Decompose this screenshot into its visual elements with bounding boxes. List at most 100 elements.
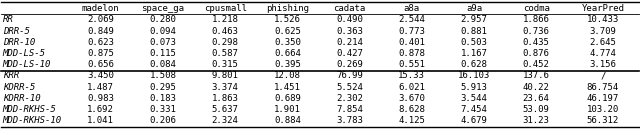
Text: 2.302: 2.302 xyxy=(336,94,363,103)
Text: 5.637: 5.637 xyxy=(212,105,239,114)
Text: /: / xyxy=(600,71,605,80)
Text: 137.6: 137.6 xyxy=(523,71,550,80)
Text: 53.09: 53.09 xyxy=(523,105,550,114)
Text: 1.508: 1.508 xyxy=(150,71,177,80)
Text: 0.269: 0.269 xyxy=(336,60,363,69)
Text: 2.324: 2.324 xyxy=(212,116,239,125)
Text: 1.487: 1.487 xyxy=(87,83,114,92)
Text: 31.23: 31.23 xyxy=(523,116,550,125)
Text: 8.628: 8.628 xyxy=(398,105,425,114)
Text: 0.331: 0.331 xyxy=(150,105,177,114)
Text: 3.450: 3.450 xyxy=(87,71,114,80)
Text: KRR: KRR xyxy=(3,71,19,80)
Text: space_ga: space_ga xyxy=(141,4,184,13)
Text: 23.64: 23.64 xyxy=(523,94,550,103)
Text: 9.801: 9.801 xyxy=(212,71,239,80)
Text: 0.736: 0.736 xyxy=(523,27,550,36)
Text: 12.08: 12.08 xyxy=(274,71,301,80)
Text: 0.878: 0.878 xyxy=(398,49,425,58)
Text: 1.866: 1.866 xyxy=(523,15,550,24)
Text: 0.073: 0.073 xyxy=(150,38,177,47)
Text: 0.849: 0.849 xyxy=(87,27,114,36)
Text: 0.435: 0.435 xyxy=(523,38,550,47)
Text: 0.983: 0.983 xyxy=(87,94,114,103)
Text: 3.544: 3.544 xyxy=(461,94,488,103)
Text: MDD-LS-10: MDD-LS-10 xyxy=(3,60,51,69)
Text: 0.427: 0.427 xyxy=(336,49,363,58)
Text: a9a: a9a xyxy=(466,4,482,13)
Text: 0.350: 0.350 xyxy=(274,38,301,47)
Text: a8a: a8a xyxy=(404,4,420,13)
Text: MDD-RKHS-10: MDD-RKHS-10 xyxy=(3,116,62,125)
Text: 0.876: 0.876 xyxy=(523,49,550,58)
Text: 3.670: 3.670 xyxy=(398,94,425,103)
Text: 2.645: 2.645 xyxy=(589,38,616,47)
Text: 3.374: 3.374 xyxy=(212,83,239,92)
Text: 7.454: 7.454 xyxy=(461,105,488,114)
Text: 1.863: 1.863 xyxy=(212,94,239,103)
Text: KDRR-10: KDRR-10 xyxy=(3,94,40,103)
Text: 0.183: 0.183 xyxy=(150,94,177,103)
Text: MDD-RKHS-5: MDD-RKHS-5 xyxy=(3,105,56,114)
Text: 1.451: 1.451 xyxy=(274,83,301,92)
Text: 0.452: 0.452 xyxy=(523,60,550,69)
Text: 1.526: 1.526 xyxy=(274,15,301,24)
Text: 86.754: 86.754 xyxy=(587,83,619,92)
Text: 103.20: 103.20 xyxy=(587,105,619,114)
Text: 2.957: 2.957 xyxy=(461,15,488,24)
Text: 4.774: 4.774 xyxy=(589,49,616,58)
Text: 7.854: 7.854 xyxy=(336,105,363,114)
Text: RR: RR xyxy=(3,15,13,24)
Text: 56.312: 56.312 xyxy=(587,116,619,125)
Text: 15.33: 15.33 xyxy=(398,71,425,80)
Text: 5.524: 5.524 xyxy=(336,83,363,92)
Text: DRR-5: DRR-5 xyxy=(3,27,29,36)
Text: 0.623: 0.623 xyxy=(87,38,114,47)
Text: codma: codma xyxy=(523,4,550,13)
Text: 1.041: 1.041 xyxy=(87,116,114,125)
Text: 0.875: 0.875 xyxy=(87,49,114,58)
Text: 4.679: 4.679 xyxy=(461,116,488,125)
Text: 0.401: 0.401 xyxy=(398,38,425,47)
Text: 0.206: 0.206 xyxy=(150,116,177,125)
Text: 0.490: 0.490 xyxy=(336,15,363,24)
Text: 0.315: 0.315 xyxy=(212,60,239,69)
Text: 0.280: 0.280 xyxy=(150,15,177,24)
Text: 0.628: 0.628 xyxy=(461,60,488,69)
Text: 46.197: 46.197 xyxy=(587,94,619,103)
Text: 0.881: 0.881 xyxy=(461,27,488,36)
Text: 0.463: 0.463 xyxy=(212,27,239,36)
Text: 0.094: 0.094 xyxy=(150,27,177,36)
Text: 0.656: 0.656 xyxy=(87,60,114,69)
Text: KDRR-5: KDRR-5 xyxy=(3,83,35,92)
Text: 0.884: 0.884 xyxy=(274,116,301,125)
Text: 1.218: 1.218 xyxy=(212,15,239,24)
Text: 2.544: 2.544 xyxy=(398,15,425,24)
Text: 1.167: 1.167 xyxy=(461,49,488,58)
Text: 0.295: 0.295 xyxy=(150,83,177,92)
Text: cadata: cadata xyxy=(333,4,365,13)
Text: 0.298: 0.298 xyxy=(212,38,239,47)
Text: 0.551: 0.551 xyxy=(398,60,425,69)
Text: 16.103: 16.103 xyxy=(458,71,490,80)
Text: 0.084: 0.084 xyxy=(150,60,177,69)
Text: 6.021: 6.021 xyxy=(398,83,425,92)
Text: madelon: madelon xyxy=(82,4,120,13)
Text: 0.115: 0.115 xyxy=(150,49,177,58)
Text: phishing: phishing xyxy=(266,4,309,13)
Text: 76.99: 76.99 xyxy=(336,71,363,80)
Text: MDD-LS-5: MDD-LS-5 xyxy=(3,49,45,58)
Text: 0.664: 0.664 xyxy=(274,49,301,58)
Text: 2.069: 2.069 xyxy=(87,15,114,24)
Text: 40.22: 40.22 xyxy=(523,83,550,92)
Text: 0.689: 0.689 xyxy=(274,94,301,103)
Text: 10.433: 10.433 xyxy=(587,15,619,24)
Text: 4.125: 4.125 xyxy=(398,116,425,125)
Text: 0.503: 0.503 xyxy=(461,38,488,47)
Text: 0.395: 0.395 xyxy=(274,60,301,69)
Text: 0.625: 0.625 xyxy=(274,27,301,36)
Text: 3.783: 3.783 xyxy=(336,116,363,125)
Text: DRR-10: DRR-10 xyxy=(3,38,35,47)
Text: 0.773: 0.773 xyxy=(398,27,425,36)
Text: 0.363: 0.363 xyxy=(336,27,363,36)
